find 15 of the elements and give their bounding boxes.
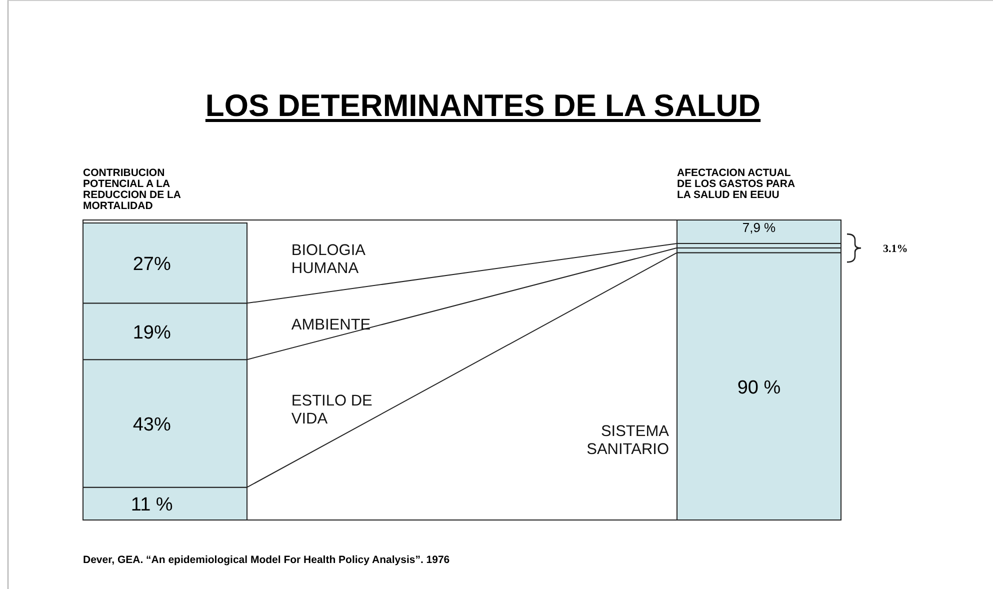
data-label: 90 % (737, 377, 781, 398)
text: ESTILO DE VIDA (291, 392, 372, 428)
text: AMBIENTE (291, 316, 371, 334)
text: BIOLOGIA HUMANA (291, 242, 366, 278)
text: Dever, GEA. “An epidemiological Model For Health Policy Analysis”. 1976 (83, 554, 450, 566)
data-label: 19% (132, 322, 171, 344)
x-tick-label: AFECTACION ACTUAL DE LOS GASTOS PARA LA SALUD EN EEUU (677, 167, 796, 201)
data-label: 27% (132, 254, 171, 276)
data-label: 11 % (130, 494, 173, 516)
chart-title: LOS DETERMINANTES DE LA SALUD (205, 88, 761, 123)
data-label: 43% (132, 414, 171, 436)
series-label: SISTEMA SANITARIO (586, 423, 670, 458)
x-tick-label: CONTRIBUCION POTENCIAL A LA REDUCCION DE LA MORTALIDAD (83, 167, 182, 212)
text: 3.1% (883, 243, 908, 256)
data-label: 7,9 % (742, 220, 776, 235)
